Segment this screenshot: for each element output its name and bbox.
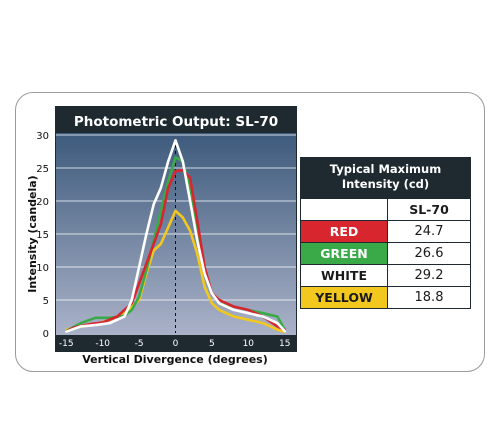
table-row-value: 18.8 [414, 290, 444, 305]
y-tick-label: 25 [36, 164, 49, 175]
table-column-header-row: SL-70 [301, 198, 470, 220]
y-tick-label: 30 [36, 131, 49, 142]
table-row: RED 24.7 [301, 220, 470, 242]
y-tick-label: 15 [36, 230, 49, 241]
x-tick-label: 10 [243, 339, 255, 349]
x-axis-label: Vertical Divergence (degrees) [82, 353, 267, 366]
y-tick-label: 0 [43, 329, 49, 340]
intensity-table: Typical Maximum Intensity (cd) SL-70 RED… [300, 157, 471, 309]
x-tick-label: 5 [209, 339, 215, 349]
table-row-value: 29.2 [414, 268, 444, 283]
y-tick-label: 10 [36, 263, 49, 274]
table-row-value: 24.7 [414, 224, 444, 239]
y-tick-label: 20 [36, 197, 49, 208]
series-line-white [65, 139, 287, 334]
table-corner-cell [301, 199, 388, 220]
chart-title: Photometric Output: SL-70 [74, 114, 278, 130]
table-row-label: RED [301, 221, 388, 242]
table-row: GREEN 26.6 [301, 242, 470, 264]
table-row-value: 26.6 [414, 246, 444, 261]
series-line-red [65, 168, 287, 334]
x-tick-label: -15 [59, 339, 74, 349]
y-axis-label: Intensity (candela) [26, 175, 39, 292]
table-row-label: YELLOW [301, 287, 388, 308]
y-tick-label: 5 [43, 296, 49, 307]
x-tick-label: 0 [173, 339, 179, 349]
x-tick-label: 15 [279, 339, 290, 349]
x-tick-label: -5 [135, 339, 144, 349]
table-row: YELLOW 18.8 [301, 286, 470, 308]
table-row-label: GREEN [301, 243, 388, 264]
x-tick-label: -10 [95, 339, 110, 349]
table-column-header: SL-70 [409, 202, 449, 217]
table-row-label: WHITE [301, 265, 388, 286]
table-header: Typical Maximum Intensity (cd) [301, 158, 470, 198]
table-row: WHITE 29.2 [301, 264, 470, 286]
